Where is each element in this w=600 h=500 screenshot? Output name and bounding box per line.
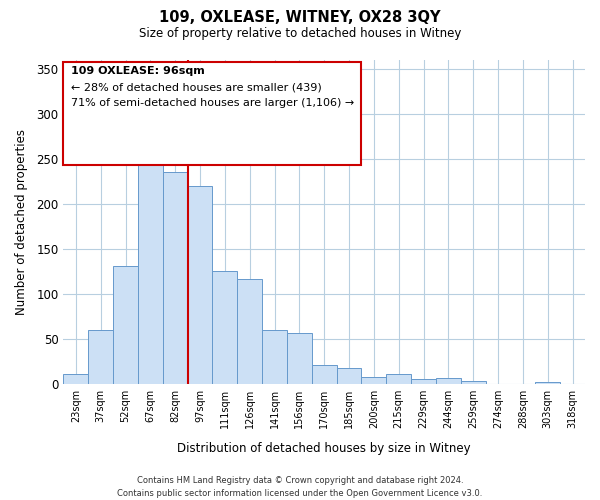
Bar xyxy=(64,374,88,384)
Bar xyxy=(361,376,386,384)
Bar xyxy=(461,381,485,384)
Y-axis label: Number of detached properties: Number of detached properties xyxy=(15,129,28,315)
Bar xyxy=(287,332,312,384)
Bar xyxy=(138,144,163,384)
Text: 109 OXLEASE: 96sqm: 109 OXLEASE: 96sqm xyxy=(71,66,205,76)
Bar xyxy=(535,382,560,384)
Bar xyxy=(312,365,337,384)
Bar xyxy=(386,374,411,384)
Bar xyxy=(237,278,262,384)
Bar xyxy=(212,272,237,384)
Text: Contains HM Land Registry data © Crown copyright and database right 2024.
Contai: Contains HM Land Registry data © Crown c… xyxy=(118,476,482,498)
Bar xyxy=(113,266,138,384)
Bar xyxy=(262,330,287,384)
Text: Size of property relative to detached houses in Witney: Size of property relative to detached ho… xyxy=(139,28,461,40)
X-axis label: Distribution of detached houses by size in Witney: Distribution of detached houses by size … xyxy=(178,442,471,455)
Text: ← 28% of detached houses are smaller (439)
71% of semi-detached houses are large: ← 28% of detached houses are smaller (43… xyxy=(71,66,355,108)
Bar xyxy=(88,330,113,384)
Bar xyxy=(436,378,461,384)
Text: 109, OXLEASE, WITNEY, OX28 3QY: 109, OXLEASE, WITNEY, OX28 3QY xyxy=(159,10,441,25)
Bar xyxy=(188,186,212,384)
Bar xyxy=(411,380,436,384)
FancyBboxPatch shape xyxy=(64,62,361,166)
Bar xyxy=(163,172,188,384)
Bar xyxy=(337,368,361,384)
